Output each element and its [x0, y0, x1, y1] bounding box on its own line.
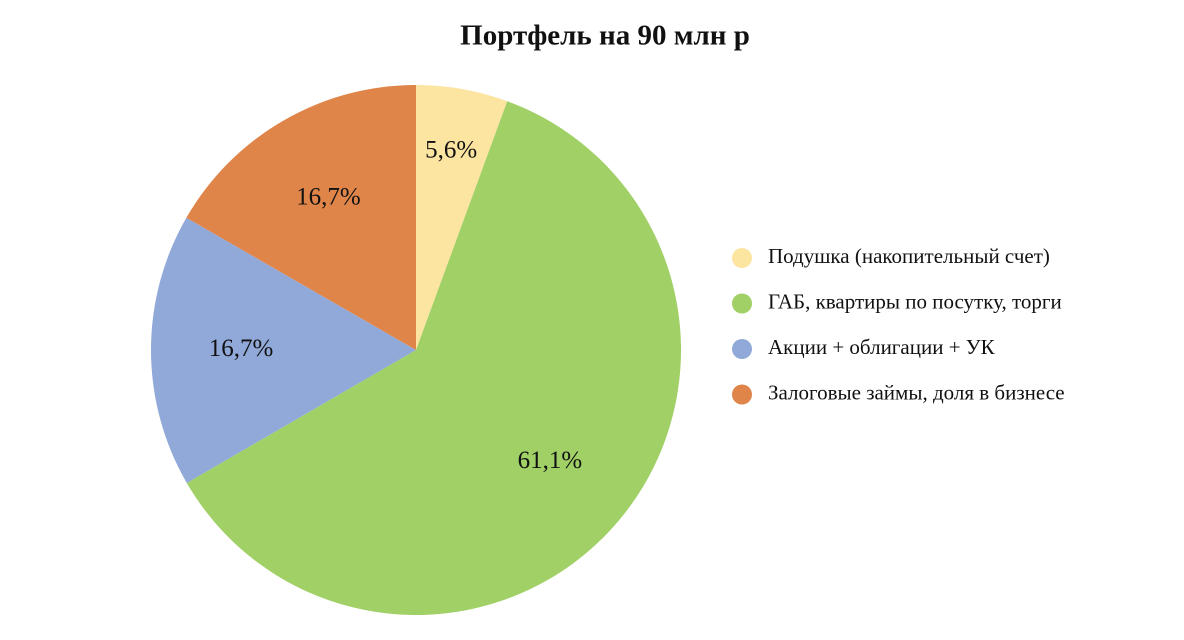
pie-slice	[416, 85, 508, 350]
pie-slice	[150, 217, 416, 483]
chart-title: Портфель на 90 млн р	[460, 20, 750, 52]
legend-label: Подушка (накопительный счет)	[768, 244, 1050, 268]
legend-label: Акции + облигации + УК	[768, 335, 996, 359]
data-label: 5,6%	[425, 136, 477, 163]
legend-marker	[732, 293, 752, 314]
data-label: 16,7%	[209, 335, 274, 362]
pie-slice	[186, 101, 681, 615]
data-label: 61,1%	[518, 447, 583, 474]
pie-slice	[186, 85, 416, 350]
data-label: 16,7%	[296, 183, 361, 210]
legend-label: ГАБ, квартиры по посутку, торги	[768, 289, 1062, 313]
legend-label: Залоговые займы, доля в бизнесе	[768, 380, 1065, 404]
legend-marker	[732, 248, 752, 268]
legend-marker	[732, 384, 752, 405]
legend-marker	[732, 339, 752, 359]
